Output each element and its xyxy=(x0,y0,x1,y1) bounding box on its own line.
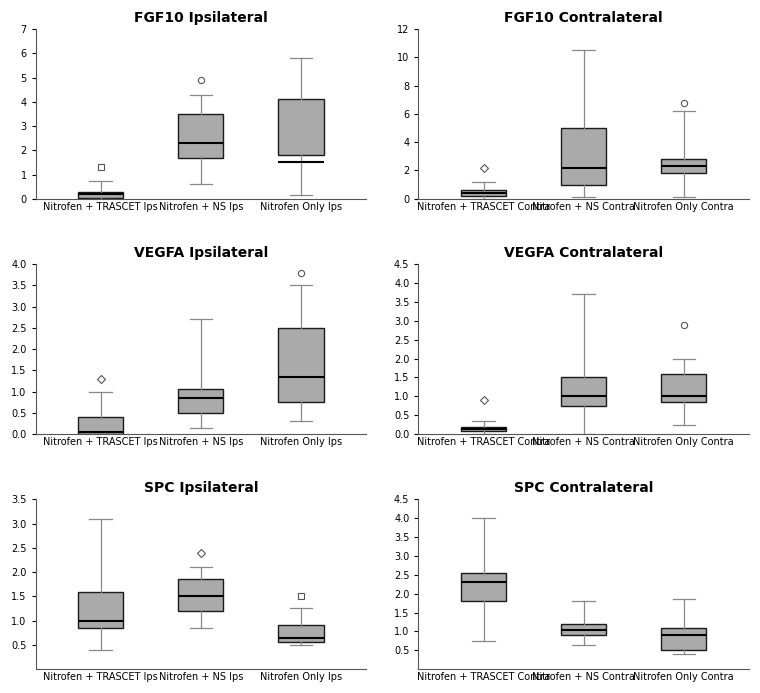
PathPatch shape xyxy=(661,159,706,173)
PathPatch shape xyxy=(78,592,123,628)
PathPatch shape xyxy=(561,624,606,635)
PathPatch shape xyxy=(179,389,223,413)
PathPatch shape xyxy=(461,573,506,602)
Title: VEGFA Contralateral: VEGFA Contralateral xyxy=(504,246,663,261)
PathPatch shape xyxy=(461,427,506,431)
PathPatch shape xyxy=(278,99,324,155)
Title: FGF10 Contralateral: FGF10 Contralateral xyxy=(505,11,663,25)
PathPatch shape xyxy=(461,191,506,196)
PathPatch shape xyxy=(561,128,606,184)
PathPatch shape xyxy=(561,378,606,405)
PathPatch shape xyxy=(278,626,324,642)
PathPatch shape xyxy=(78,191,123,198)
PathPatch shape xyxy=(278,328,324,402)
Title: SPC Ipsilateral: SPC Ipsilateral xyxy=(144,482,258,495)
Title: VEGFA Ipsilateral: VEGFA Ipsilateral xyxy=(134,246,268,261)
PathPatch shape xyxy=(78,417,123,434)
PathPatch shape xyxy=(179,114,223,157)
Title: SPC Contralateral: SPC Contralateral xyxy=(514,482,654,495)
PathPatch shape xyxy=(661,628,706,650)
Title: FGF10 Ipsilateral: FGF10 Ipsilateral xyxy=(134,11,268,25)
PathPatch shape xyxy=(179,579,223,611)
PathPatch shape xyxy=(661,374,706,402)
